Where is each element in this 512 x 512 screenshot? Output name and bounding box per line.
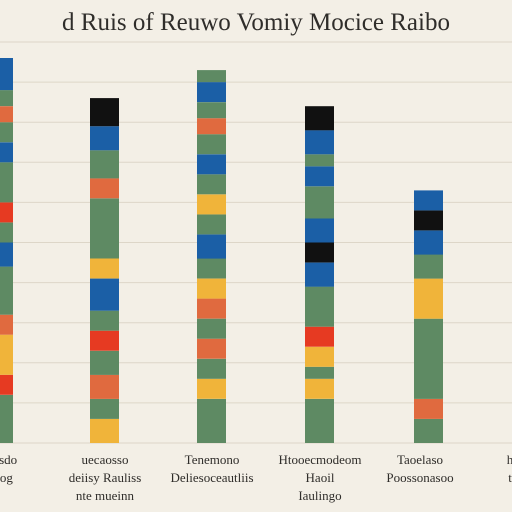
bar-segment: [414, 418, 443, 443]
bar-segment: [0, 122, 13, 143]
bar-segment: [0, 58, 13, 91]
category-label: nte mueinn: [76, 488, 135, 503]
bar-segment: [414, 210, 443, 231]
bar-segment: [197, 102, 226, 119]
bar-segment: [90, 330, 119, 351]
bar-segment: [0, 394, 13, 443]
bar-segment: [90, 126, 119, 151]
bar-segment: [197, 318, 226, 339]
bar-segment: [305, 186, 334, 219]
bar-segment: [305, 262, 334, 287]
bar-segment: [90, 374, 119, 399]
bar-segment: [90, 258, 119, 279]
category-label: Deliesoceautliis: [170, 470, 253, 485]
bar-segment: [90, 310, 119, 331]
bar-segment: [0, 106, 13, 123]
bar-segment: [305, 398, 334, 443]
bar-segment: [197, 258, 226, 279]
category-label: Htooecmodeom: [278, 452, 361, 467]
bar-stack: [414, 190, 443, 443]
bar-segment: [197, 298, 226, 319]
bar-segment: [197, 378, 226, 399]
bar-segment: [0, 222, 13, 243]
bar-segment: [197, 194, 226, 215]
bar-segment: [305, 154, 334, 167]
bar-segment: [305, 106, 334, 131]
bar-stack: [197, 70, 226, 443]
bar-segment: [0, 374, 13, 395]
bar-segment: [305, 366, 334, 379]
bar-segment: [305, 242, 334, 263]
bar-segment: [197, 70, 226, 83]
bar-segment: [197, 338, 226, 359]
bar-segment: [0, 90, 13, 107]
gridlines: [0, 41, 512, 444]
bar-segment: [414, 278, 443, 319]
bar-stack: [305, 106, 334, 443]
bar-segment: [90, 418, 119, 443]
bar-segment: [0, 242, 13, 267]
bar-segment: [414, 230, 443, 255]
bar-segment: [305, 166, 334, 187]
category-label: t: [508, 470, 512, 485]
bar-segment: [414, 398, 443, 419]
bar-segment: [197, 154, 226, 175]
bar-segment: [90, 98, 119, 127]
bar-segment: [90, 150, 119, 179]
bar-segment: [90, 178, 119, 199]
category-label: h: [507, 452, 512, 467]
bar-segment: [305, 130, 334, 155]
category-label: Iaulingo: [298, 488, 341, 503]
bar-segment: [197, 118, 226, 135]
bar-segment: [0, 142, 13, 163]
bar-stack: [0, 58, 13, 443]
category-label: deiisy Rauliss: [69, 470, 142, 485]
category-label: Rog: [0, 470, 13, 485]
bar-segment: [305, 326, 334, 347]
category-label: Poossonasoo: [386, 470, 453, 485]
category-label: uecaosso: [82, 452, 129, 467]
category-label: desdo: [0, 452, 17, 467]
bar-segment: [0, 202, 13, 223]
bar-segment: [90, 278, 119, 311]
bar-segment: [197, 358, 226, 379]
bar-segment: [90, 350, 119, 375]
bar-segment: [0, 314, 13, 335]
bar-segment: [197, 398, 226, 443]
bar-segment: [305, 286, 334, 327]
bar-segment: [414, 318, 443, 399]
bar-segment: [90, 198, 119, 259]
bar-segment: [0, 266, 13, 315]
bar-segment: [305, 378, 334, 399]
bar-segment: [0, 162, 13, 203]
category-label: Haoil: [306, 470, 335, 485]
bar-stack: [90, 98, 119, 443]
bar-segment: [305, 346, 334, 367]
bar-segment: [197, 214, 226, 235]
bar-segment: [197, 234, 226, 259]
bar-segment: [197, 278, 226, 299]
bar-segment: [90, 398, 119, 419]
category-label: Tenemono: [185, 452, 240, 467]
bar-segment: [197, 174, 226, 195]
category-label: Taoelaso: [397, 452, 443, 467]
chart-title: d Ruis of Reuwo Vomiy Mocice Raibo: [62, 9, 450, 36]
category-labels: desdo Rog uecaosso deiisy Rauliss nte mueinn…: [0, 452, 512, 503]
bar-segment: [197, 134, 226, 155]
bar-segment: [0, 334, 13, 375]
bar-segment: [414, 190, 443, 211]
bar-segment: [305, 218, 334, 243]
bar-series: [0, 58, 443, 443]
bar-segment: [197, 82, 226, 103]
bar-segment: [414, 254, 443, 279]
